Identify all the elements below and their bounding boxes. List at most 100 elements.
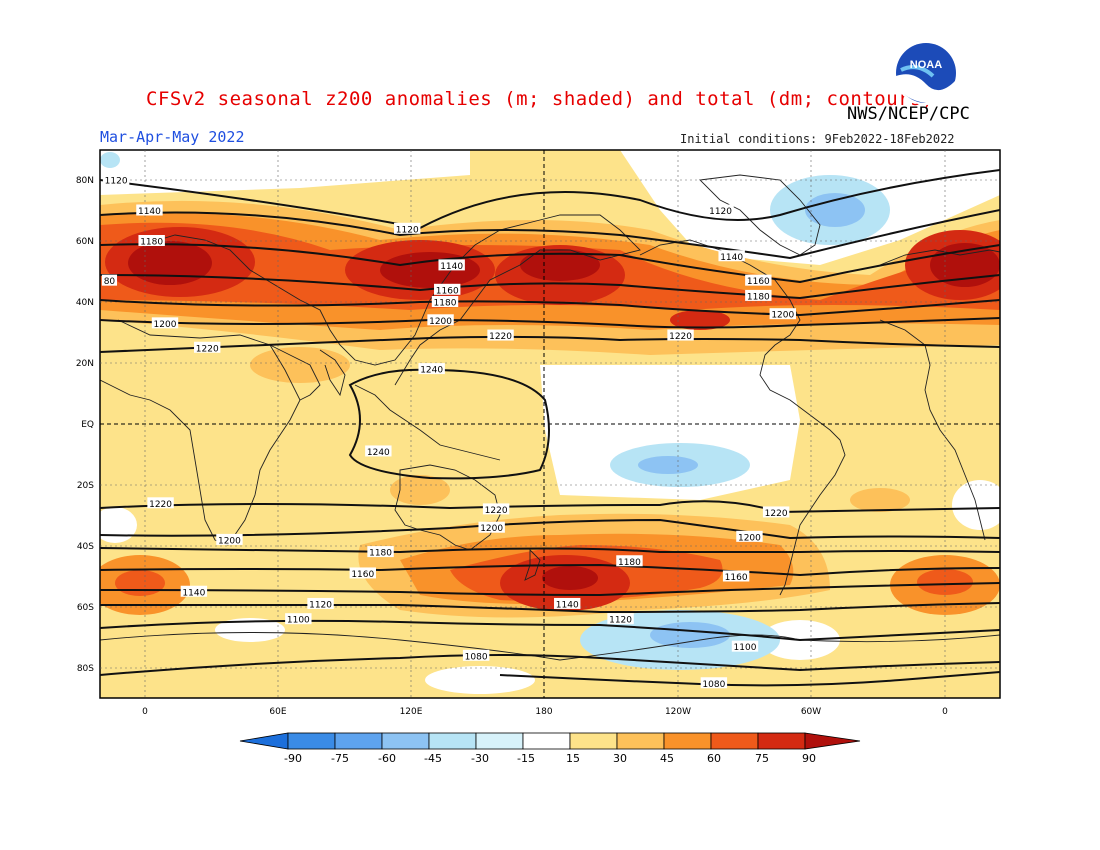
noaa-logo-text: NOAA <box>910 59 942 71</box>
contour-label: 1120 <box>394 222 421 235</box>
contour-label: 1220 <box>487 329 514 342</box>
contour-label-text: 1140 <box>182 588 205 598</box>
longitude-labels: 0 60E 120E 180 120W 60W 0 <box>142 707 948 717</box>
lat-label-20n: 20N <box>76 359 94 369</box>
contour-label-text: 1200 <box>738 533 761 543</box>
contour-label-box <box>194 341 221 353</box>
contour-label-text: 1220 <box>489 332 512 342</box>
contour-label-text: 1200 <box>154 320 177 330</box>
contour-label-text: 1120 <box>309 600 332 610</box>
contour-label-box <box>554 597 581 609</box>
contour-label: 1180 <box>616 555 643 568</box>
contour-label-box <box>349 567 376 579</box>
contour-label: 1100 <box>731 640 759 653</box>
contour-label-text: 1080 <box>702 680 725 690</box>
colorbar-tick: -60 <box>378 752 396 765</box>
colorbar-tick: 60 <box>707 752 721 765</box>
contour-label-box <box>762 506 790 518</box>
contour-label-text: 1180 <box>434 299 457 309</box>
contour-label-text: 1180 <box>369 549 392 559</box>
contour-label-box <box>722 570 750 582</box>
contour-label-text: 1140 <box>138 207 161 217</box>
colorbar-tick: -75 <box>331 752 349 765</box>
contour-label: 1180 <box>431 296 459 309</box>
colorbar-tick: -90 <box>284 752 302 765</box>
contour-label-text: 1200 <box>771 311 794 321</box>
contour-label: 80 <box>101 274 118 287</box>
contour-labels: 1120 1140 1120 1180 1140 1160 1180 1200 1220 1200… <box>101 174 796 690</box>
height-contours <box>100 169 1000 687</box>
contour-label-box <box>138 235 165 246</box>
colorbar-swatch <box>334 732 383 750</box>
colorbar-swatch <box>616 732 665 750</box>
colorbar-swatch-min <box>239 732 289 750</box>
contour-label-text: 1120 <box>105 177 128 187</box>
contour-label: 1140 <box>180 585 208 598</box>
lon-label-180: 180 <box>535 707 552 717</box>
contour-label: 1200 <box>769 308 796 321</box>
colorbar-tick: 75 <box>755 752 769 765</box>
contour-label-box <box>394 222 421 234</box>
lat-label-40n: 40N <box>76 298 94 308</box>
lat-label-60n: 60N <box>76 237 94 247</box>
contour-label-text: 1220 <box>196 344 219 354</box>
lat-label-eq: EQ <box>81 420 94 430</box>
contour-label: 1240 <box>365 445 392 458</box>
contour-label-box <box>478 521 505 533</box>
contour-label: 1160 <box>722 570 750 583</box>
contour-label: 1160 <box>349 567 376 580</box>
contour-label-box <box>700 677 728 689</box>
contour-label: 1180 <box>745 289 772 302</box>
colorbar-swatch <box>287 732 336 750</box>
colorbar: -90 -75 -60 -45 -30 -15 15 30 45 60 75 9… <box>239 732 861 765</box>
contour-label-box <box>365 445 392 457</box>
contour-label-box <box>431 296 459 307</box>
contour-label: 1120 <box>607 613 634 626</box>
colorbar-tick: 15 <box>566 752 580 765</box>
lat-label-20s: 20S <box>77 481 94 491</box>
contour-label-box <box>731 640 759 652</box>
lon-label-0-east: 0 <box>942 707 948 717</box>
colorbar-swatch <box>569 732 618 750</box>
equator-dateline <box>100 150 1000 698</box>
graticule <box>100 150 1000 698</box>
lat-label-80s: 80S <box>77 664 94 674</box>
contour-label-box <box>216 533 243 545</box>
contour-label-text: 1200 <box>480 524 503 534</box>
contour-label-box <box>147 497 174 509</box>
colorbar-tick: -15 <box>517 752 535 765</box>
contour-label: 1140 <box>718 250 745 263</box>
contour-label-text: 1220 <box>485 506 508 516</box>
contour-label: 1180 <box>138 235 165 248</box>
contour-label: 1220 <box>762 506 790 519</box>
colorbar-tick: -45 <box>424 752 442 765</box>
contour-label-text: 1100 <box>734 643 757 653</box>
contour-label: 1200 <box>427 314 454 327</box>
contour-label-box <box>462 649 490 661</box>
contour-label-text: 1160 <box>436 286 459 296</box>
contour-label-text: 1240 <box>367 448 390 458</box>
lon-label-120w: 120W <box>665 707 691 717</box>
contour-label: 1140 <box>136 204 163 217</box>
contour-label: 1100 <box>285 613 312 626</box>
agency-label: NWS/NCEP/CPC <box>847 104 970 124</box>
colorbar-swatch <box>475 732 524 750</box>
lon-label-60w: 60W <box>801 707 821 717</box>
contour-label-box <box>667 329 694 341</box>
contour-label-box <box>438 259 465 271</box>
colorbar-swatch <box>381 732 430 750</box>
contour-label: 1200 <box>151 317 179 330</box>
lat-label-80n: 80N <box>76 176 94 186</box>
colorbar-swatch <box>522 732 571 750</box>
lon-label-0: 0 <box>142 707 148 717</box>
contour-label-box <box>102 174 130 185</box>
contour-label-text: 1220 <box>149 500 172 510</box>
colorbar-tick: 45 <box>660 752 674 765</box>
lon-label-120e: 120E <box>400 707 423 717</box>
contour-label-text: 1220 <box>765 509 788 519</box>
map-title: CFSv2 seasonal z200 anomalies (m; shaded… <box>146 88 934 110</box>
contour-label-text: 1160 <box>725 573 748 583</box>
colorbar-swatch <box>663 732 712 750</box>
initial-conditions-label: Initial conditions: 9Feb2022-18Feb2022 <box>680 132 955 146</box>
